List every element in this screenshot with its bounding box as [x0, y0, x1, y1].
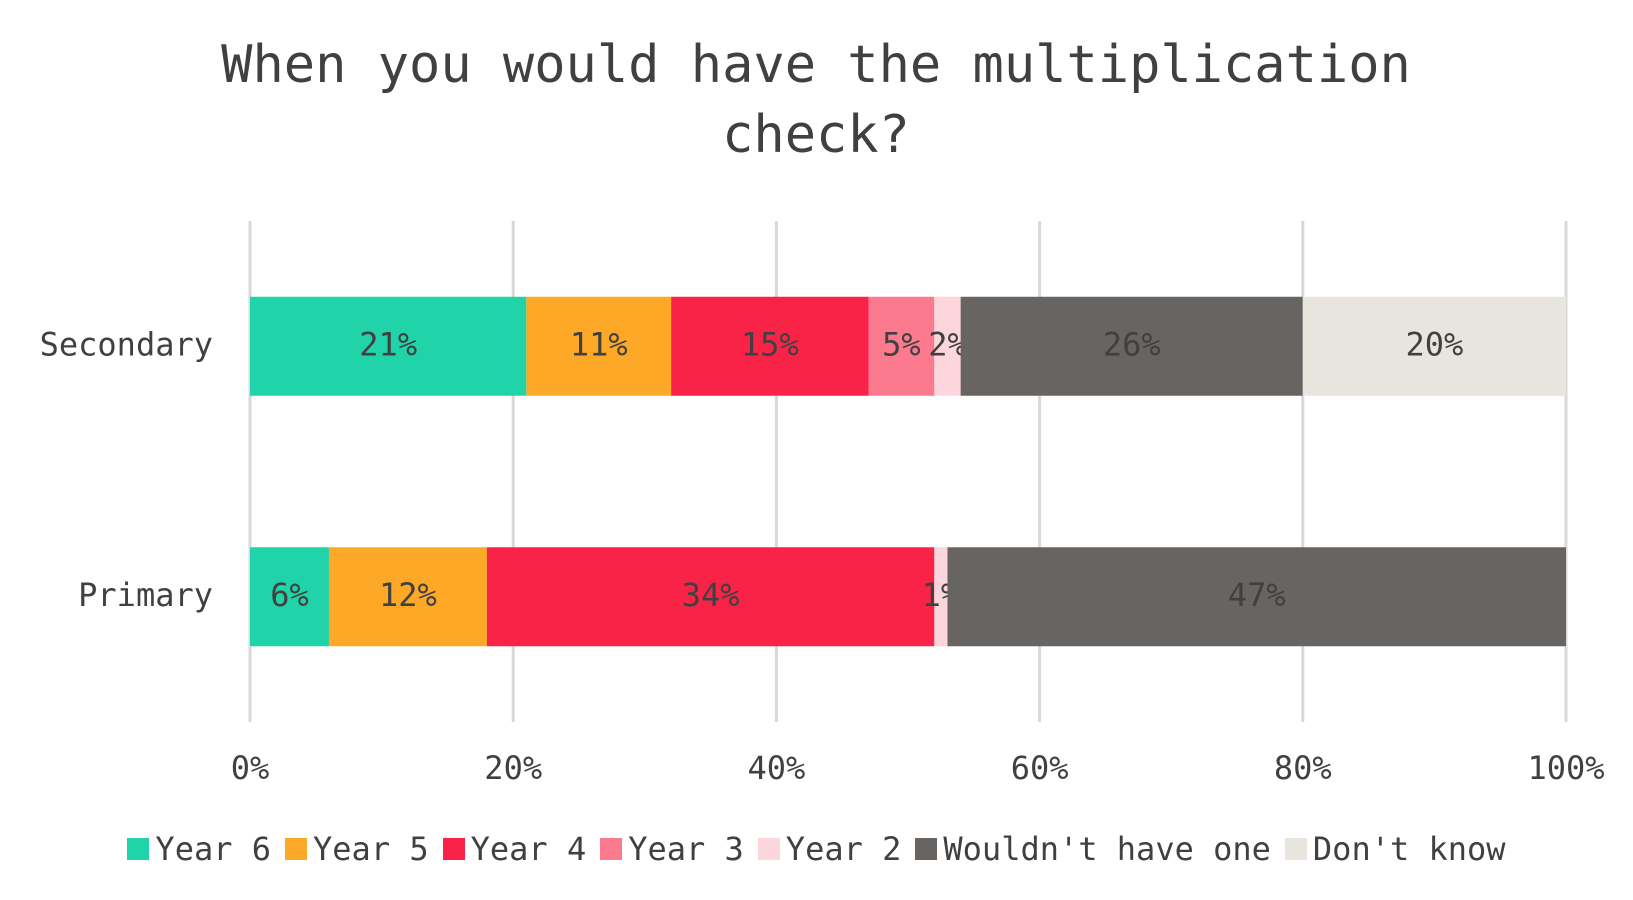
legend-label: Year 4	[470, 830, 587, 868]
legend-item: Year 2	[757, 830, 902, 868]
x-tick-label: 100%	[1527, 749, 1604, 787]
x-tick-label: 80%	[1274, 749, 1332, 787]
bar-segment	[934, 296, 961, 396]
bar-segment	[1302, 296, 1566, 396]
legend-swatch	[915, 838, 938, 860]
y-tick-label: Secondary	[40, 325, 213, 363]
data-label: 21%	[359, 325, 417, 363]
bar-segment	[328, 547, 487, 647]
data-label: 34%	[682, 576, 740, 614]
legend-label: Don't know	[1312, 830, 1506, 868]
legend-item: Year 5	[285, 830, 429, 868]
bar-segment	[250, 547, 329, 647]
bar-segment	[250, 296, 527, 396]
data-label: 47%	[1228, 576, 1286, 614]
legend-label: Year 2	[785, 830, 902, 868]
data-label: 26%	[1103, 325, 1161, 363]
legend-swatch	[1284, 838, 1307, 860]
data-label: 15%	[741, 325, 799, 363]
bar-segment	[671, 296, 869, 396]
x-tick-label: 20%	[484, 749, 542, 787]
legend-label: Year 3	[628, 830, 744, 868]
legend-swatch	[127, 838, 150, 860]
x-tick-label: 0%	[231, 749, 270, 787]
bar-segment	[947, 547, 1566, 647]
x-tick-label: 40%	[748, 749, 806, 787]
legend-swatch	[600, 838, 623, 860]
legend-label: Year 6	[155, 830, 272, 868]
legend: Year 6 Year 5 Year 4 Year 3 Year 2 Wouldn't h…	[0, 830, 1633, 868]
x-tick-label: 60%	[1011, 749, 1069, 787]
data-label: 2%	[928, 325, 967, 363]
legend-label: Year 5	[313, 830, 429, 868]
legend-label: Wouldn't have one	[943, 830, 1271, 868]
bar-segment	[486, 547, 935, 647]
y-tick-label: Primary	[78, 576, 213, 614]
legend-item: Year 6	[127, 830, 271, 868]
data-label: 6%	[270, 576, 309, 614]
bar-segment	[868, 296, 935, 396]
legend-swatch	[757, 838, 780, 860]
legend-item: Don't know	[1284, 830, 1506, 868]
bar-segment	[960, 296, 1303, 396]
data-label: 20%	[1406, 325, 1464, 363]
chart-title: When you would have the multiplication c…	[221, 35, 1411, 165]
bar-segment	[526, 296, 672, 396]
legend-item: Year 3	[600, 830, 744, 868]
legend-item: Wouldn't have one	[915, 830, 1271, 868]
data-label: 11%	[570, 325, 628, 363]
legend-swatch	[285, 838, 308, 860]
data-label: 12%	[379, 576, 437, 614]
bar-segment	[934, 547, 948, 647]
chart: 0% 20% 40% 60% 80% 100% Secondary 21% 11% 15% 5% 2%…	[40, 221, 1605, 787]
legend-swatch	[442, 838, 465, 860]
data-label: 5%	[882, 325, 921, 363]
legend-item: Year 4	[442, 830, 587, 868]
